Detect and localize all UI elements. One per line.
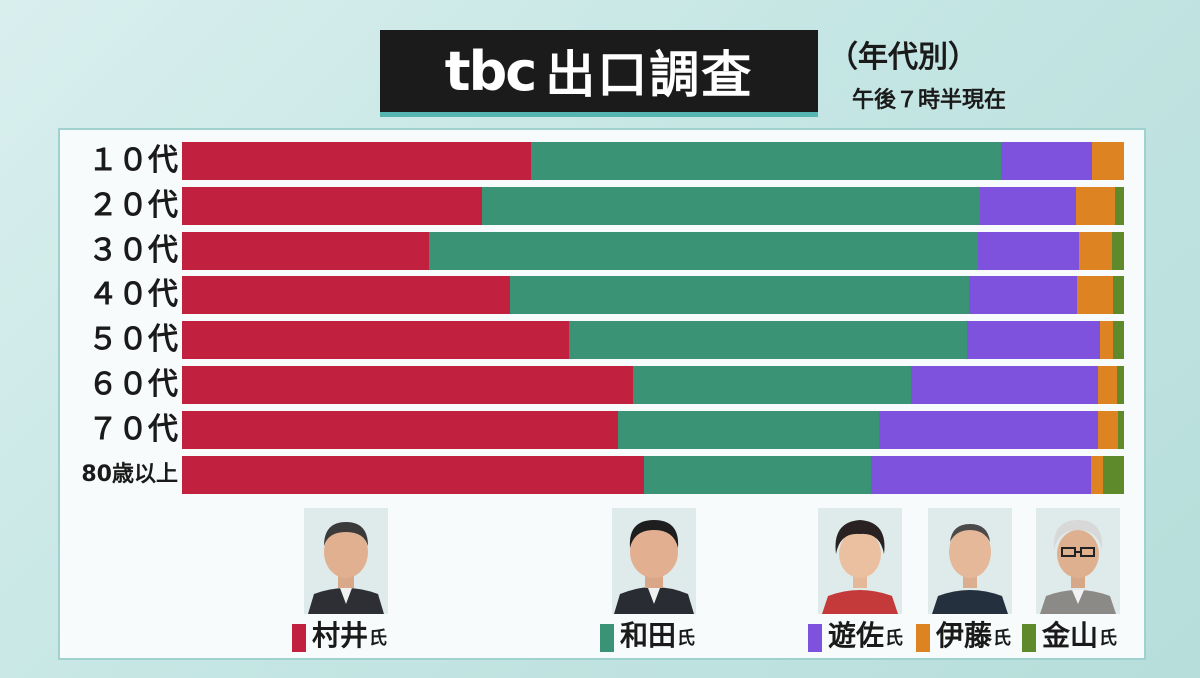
bar-segment <box>1103 456 1124 494</box>
bar-segment <box>618 411 880 449</box>
category-label: ４０代 <box>88 277 178 312</box>
category-label: ２０代 <box>88 188 178 223</box>
bar-segment <box>643 456 871 494</box>
bar-segment <box>1112 321 1124 359</box>
legend-suffix: 氏 <box>885 628 904 649</box>
category-label: ６０代 <box>88 367 178 402</box>
bar-segment <box>530 142 1001 180</box>
legend-swatch <box>600 624 614 652</box>
bar-segment <box>569 321 967 359</box>
bar-segment <box>1091 142 1124 180</box>
bar-segment <box>911 366 1098 404</box>
bar-segment <box>870 456 1092 494</box>
bar-row <box>182 187 1124 225</box>
bar-segment <box>1000 142 1092 180</box>
bar-segment <box>1075 187 1115 225</box>
bar-segment <box>1078 232 1112 270</box>
legend-item-murai: 村井 氏 <box>292 616 387 652</box>
bar-segment <box>428 232 978 270</box>
chart-subtitle: （年代別） <box>828 40 978 75</box>
bar-segment <box>481 187 980 225</box>
bar-segment <box>1112 276 1124 314</box>
bar-row <box>182 456 1124 494</box>
bar-row <box>182 321 1124 359</box>
bar-row <box>182 142 1124 180</box>
bar-segment <box>1076 276 1113 314</box>
legend-swatch <box>916 624 930 652</box>
bar-segment <box>509 276 969 314</box>
bar-segment <box>879 411 1098 449</box>
legend-label: 伊藤 <box>936 619 993 652</box>
legend-swatch <box>292 624 306 652</box>
legend-suffix: 氏 <box>677 628 696 649</box>
bar-segment <box>1111 232 1124 270</box>
bar-segment <box>182 456 644 494</box>
bar-segment <box>1114 187 1124 225</box>
legend-suffix: 氏 <box>369 628 388 649</box>
candidate-photo-kanayama <box>1036 508 1120 614</box>
category-label: 80歳以上 <box>81 462 178 487</box>
legend-item-yusa: 遊佐 氏 <box>808 616 903 652</box>
page-title: 出口調査 <box>545 46 754 104</box>
candidate-photo-murai <box>304 508 388 614</box>
bar-row <box>182 411 1124 449</box>
category-label: ７０代 <box>88 412 178 447</box>
bar-segment <box>182 142 531 180</box>
bar-segment <box>182 187 482 225</box>
legend-label: 遊佐 <box>828 619 885 652</box>
title-banner: tbc 出口調査 <box>380 30 818 117</box>
bar-segment <box>1100 321 1113 359</box>
bar-segment <box>182 366 634 404</box>
legend-suffix: 氏 <box>1099 628 1118 649</box>
category-label: １０代 <box>88 143 178 178</box>
bar-segment <box>1117 366 1124 404</box>
bar-segment <box>1091 456 1104 494</box>
legend-item-kanayama: 金山 氏 <box>1022 616 1117 652</box>
bar-segment <box>633 366 912 404</box>
legend-item-ito: 伊藤 氏 <box>916 616 1011 652</box>
legend-swatch <box>1022 624 1036 652</box>
bar-segment <box>182 232 429 270</box>
tbc-logo: tbc <box>444 39 537 103</box>
legend-label: 和田 <box>620 619 677 652</box>
bar-segment <box>1118 411 1124 449</box>
bar-segment <box>182 411 619 449</box>
legend-label: 金山 <box>1042 619 1099 652</box>
legend-label: 村井 <box>312 619 369 652</box>
bar-segment <box>966 321 1101 359</box>
bar-segment <box>182 321 570 359</box>
legend-item-wada: 和田 氏 <box>600 616 695 652</box>
category-label: ５０代 <box>88 322 178 357</box>
candidate-photo-ito <box>928 508 1012 614</box>
bar-segment <box>182 276 510 314</box>
candidate-photo-yusa <box>818 508 902 614</box>
legend-suffix: 氏 <box>993 628 1012 649</box>
bar-row <box>182 232 1124 270</box>
bar-row <box>182 366 1124 404</box>
candidate-photo-wada <box>612 508 696 614</box>
bar-segment <box>1097 411 1119 449</box>
bar-segment <box>968 276 1077 314</box>
legend-swatch <box>808 624 822 652</box>
bar-segment <box>1097 366 1118 404</box>
timestamp: 午後７時半現在 <box>852 88 1007 113</box>
bar-segment <box>979 187 1076 225</box>
bar-segment <box>977 232 1079 270</box>
bar-row <box>182 276 1124 314</box>
category-label: ３０代 <box>88 233 178 268</box>
